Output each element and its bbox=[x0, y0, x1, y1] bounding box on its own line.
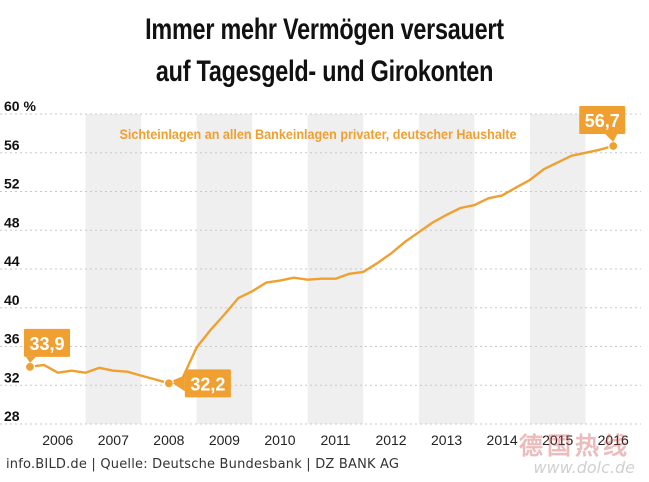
chart-title-line-2: auf Tagesgeld- und Girokonten bbox=[155, 55, 494, 88]
callout-box-56,7 bbox=[579, 105, 626, 134]
source-footer: info.BILD.de | Quelle: Deutsche Bundesba… bbox=[6, 457, 400, 472]
chart-title-line-1: Immer mehr Vermögen versauert bbox=[145, 13, 504, 46]
callout-pointer-32,2 bbox=[172, 375, 185, 392]
y-tick-label-36: 36 bbox=[4, 331, 20, 347]
x-tick-label-2010: 2010 bbox=[264, 432, 295, 448]
y-tick-label-32: 32 bbox=[4, 369, 20, 385]
y-tick-label-44: 44 bbox=[4, 253, 20, 269]
data-point-33,9 bbox=[24, 361, 36, 372]
x-tick-label-2016: 2016 bbox=[598, 432, 629, 448]
y-tick-label-40: 40 bbox=[4, 292, 20, 308]
watermark-characters: 德国热线 bbox=[519, 432, 631, 460]
year-band-2015 bbox=[529, 114, 586, 424]
series-legend-label: Sichteinlagen an allen Bankeinlagen priv… bbox=[119, 126, 516, 142]
x-tick-label-2008: 2008 bbox=[153, 432, 184, 448]
callout-pointer-56,7 bbox=[605, 133, 618, 142]
x-axis: 2006 2007 2008 2009 2010 2011 2012 2013 2014 2015… bbox=[42, 432, 629, 448]
y-tick-label-52: 52 bbox=[4, 176, 20, 192]
x-tick-label-2015: 2015 bbox=[542, 432, 573, 448]
data-points bbox=[24, 140, 619, 389]
gridlines bbox=[0, 113, 641, 425]
x-tick-label-2007: 2007 bbox=[98, 432, 129, 448]
watermark-url: www.dolc.de bbox=[533, 458, 635, 477]
x-tick-label-2011: 2011 bbox=[320, 432, 350, 448]
y-tick-label-56: 56 bbox=[4, 137, 20, 153]
callout-pointer-33,9 bbox=[26, 356, 36, 363]
y-tick-label-60: 60 % bbox=[4, 98, 36, 114]
data-label-32,2: 32,2 bbox=[190, 374, 225, 394]
data-point-56,7 bbox=[608, 140, 619, 152]
year-band-2007 bbox=[85, 114, 142, 424]
x-tick-label-2009: 2009 bbox=[209, 432, 240, 448]
data-point-32,2 bbox=[163, 378, 174, 389]
x-tick-label-2014: 2014 bbox=[487, 432, 518, 448]
y-tick-label-48: 48 bbox=[4, 214, 20, 230]
y-tick-label-28: 28 bbox=[4, 408, 20, 424]
x-tick-label-2013: 2013 bbox=[431, 432, 462, 448]
data-label-33,9: 33,9 bbox=[29, 334, 64, 354]
x-tick-label-2012: 2012 bbox=[375, 432, 406, 448]
series-line bbox=[29, 144, 614, 385]
annotations: 33,9 32,2 56,7 bbox=[24, 105, 626, 398]
callout-box-33,9 bbox=[24, 328, 70, 357]
x-tick-label-2006: 2006 bbox=[42, 432, 73, 448]
y-axis: 28 32 36 40 44 48 52 56 60 % bbox=[4, 98, 36, 424]
data-label-56,7: 56,7 bbox=[585, 111, 620, 131]
callout-box-32,2 bbox=[184, 369, 231, 398]
